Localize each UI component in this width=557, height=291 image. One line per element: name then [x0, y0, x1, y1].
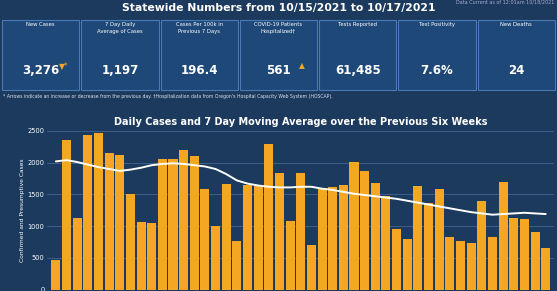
Bar	[94, 134, 103, 290]
FancyBboxPatch shape	[161, 20, 238, 90]
Bar	[392, 229, 401, 290]
Bar	[424, 203, 433, 290]
Text: Cases Per 100k in
Previous 7 Days: Cases Per 100k in Previous 7 Days	[175, 22, 223, 33]
Bar	[275, 173, 284, 290]
Bar	[467, 243, 476, 290]
Bar	[403, 239, 412, 290]
FancyBboxPatch shape	[2, 20, 79, 90]
Bar	[520, 219, 529, 290]
Text: Data Current as of 12:01am 10/18/2021: Data Current as of 12:01am 10/18/2021	[456, 0, 554, 5]
Bar	[168, 159, 178, 290]
Text: * Arrows indicate an increase or decrease from the previous day. †Hospitalizatio: * Arrows indicate an increase or decreas…	[3, 94, 333, 99]
Bar	[371, 183, 380, 290]
Text: 61,485: 61,485	[335, 64, 380, 77]
Bar	[328, 187, 337, 290]
Bar	[434, 189, 444, 290]
Bar	[499, 182, 507, 290]
Bar	[286, 221, 295, 290]
Text: New Deaths: New Deaths	[500, 22, 532, 27]
Text: 7 Day Daily
Average of Cases: 7 Day Daily Average of Cases	[97, 22, 143, 33]
Bar	[190, 156, 199, 290]
Bar	[136, 222, 145, 290]
Bar	[243, 185, 252, 290]
Bar	[158, 159, 167, 290]
Bar	[296, 173, 305, 290]
Bar	[530, 233, 540, 290]
Bar	[211, 226, 220, 290]
FancyBboxPatch shape	[319, 20, 396, 90]
Bar	[253, 185, 263, 290]
Y-axis label: Confirmed and Presumptive Cases: Confirmed and Presumptive Cases	[20, 159, 25, 262]
Bar	[222, 184, 231, 290]
Text: 7.6%: 7.6%	[421, 64, 453, 77]
Text: 24: 24	[508, 64, 525, 77]
Bar	[201, 189, 209, 290]
Bar	[72, 219, 82, 290]
Text: 3,276: 3,276	[22, 64, 60, 77]
Text: 196.4: 196.4	[180, 64, 218, 77]
Text: Statewide Numbers from 10/15/2021 to 10/17/2021: Statewide Numbers from 10/15/2021 to 10/…	[122, 3, 435, 13]
Bar	[541, 248, 550, 290]
FancyBboxPatch shape	[240, 20, 317, 90]
Bar	[147, 223, 156, 290]
Bar	[232, 241, 241, 290]
Title: Daily Cases and 7 Day Moving Average over the Previous Six Weeks: Daily Cases and 7 Day Moving Average ove…	[114, 117, 487, 127]
Bar	[105, 153, 114, 290]
Bar	[477, 201, 486, 290]
Bar	[307, 245, 316, 290]
Bar	[446, 237, 455, 290]
Bar	[349, 162, 359, 290]
Text: COVID-19 Patients
Hospitalized†: COVID-19 Patients Hospitalized†	[255, 22, 302, 33]
Bar	[339, 185, 348, 290]
Bar	[317, 188, 326, 290]
Bar	[265, 144, 273, 290]
Text: Test Positivity: Test Positivity	[419, 22, 455, 27]
FancyBboxPatch shape	[478, 20, 555, 90]
Text: 1,197: 1,197	[101, 64, 139, 77]
Bar	[115, 155, 124, 290]
Bar	[413, 186, 422, 290]
Bar	[488, 237, 497, 290]
Bar	[51, 260, 60, 290]
Bar	[360, 171, 369, 290]
Bar	[84, 135, 92, 290]
Bar	[382, 196, 390, 290]
Text: Tests Reported: Tests Reported	[338, 22, 377, 27]
Text: ▼*: ▼*	[59, 61, 69, 70]
Bar	[62, 141, 71, 290]
Bar	[179, 150, 188, 290]
Bar	[126, 194, 135, 290]
FancyBboxPatch shape	[398, 20, 476, 90]
Text: 561: 561	[266, 64, 291, 77]
Bar	[509, 218, 518, 290]
FancyBboxPatch shape	[81, 20, 159, 90]
Text: ▲: ▲	[299, 61, 305, 70]
Bar	[456, 241, 465, 290]
Text: New Cases: New Cases	[26, 22, 55, 27]
